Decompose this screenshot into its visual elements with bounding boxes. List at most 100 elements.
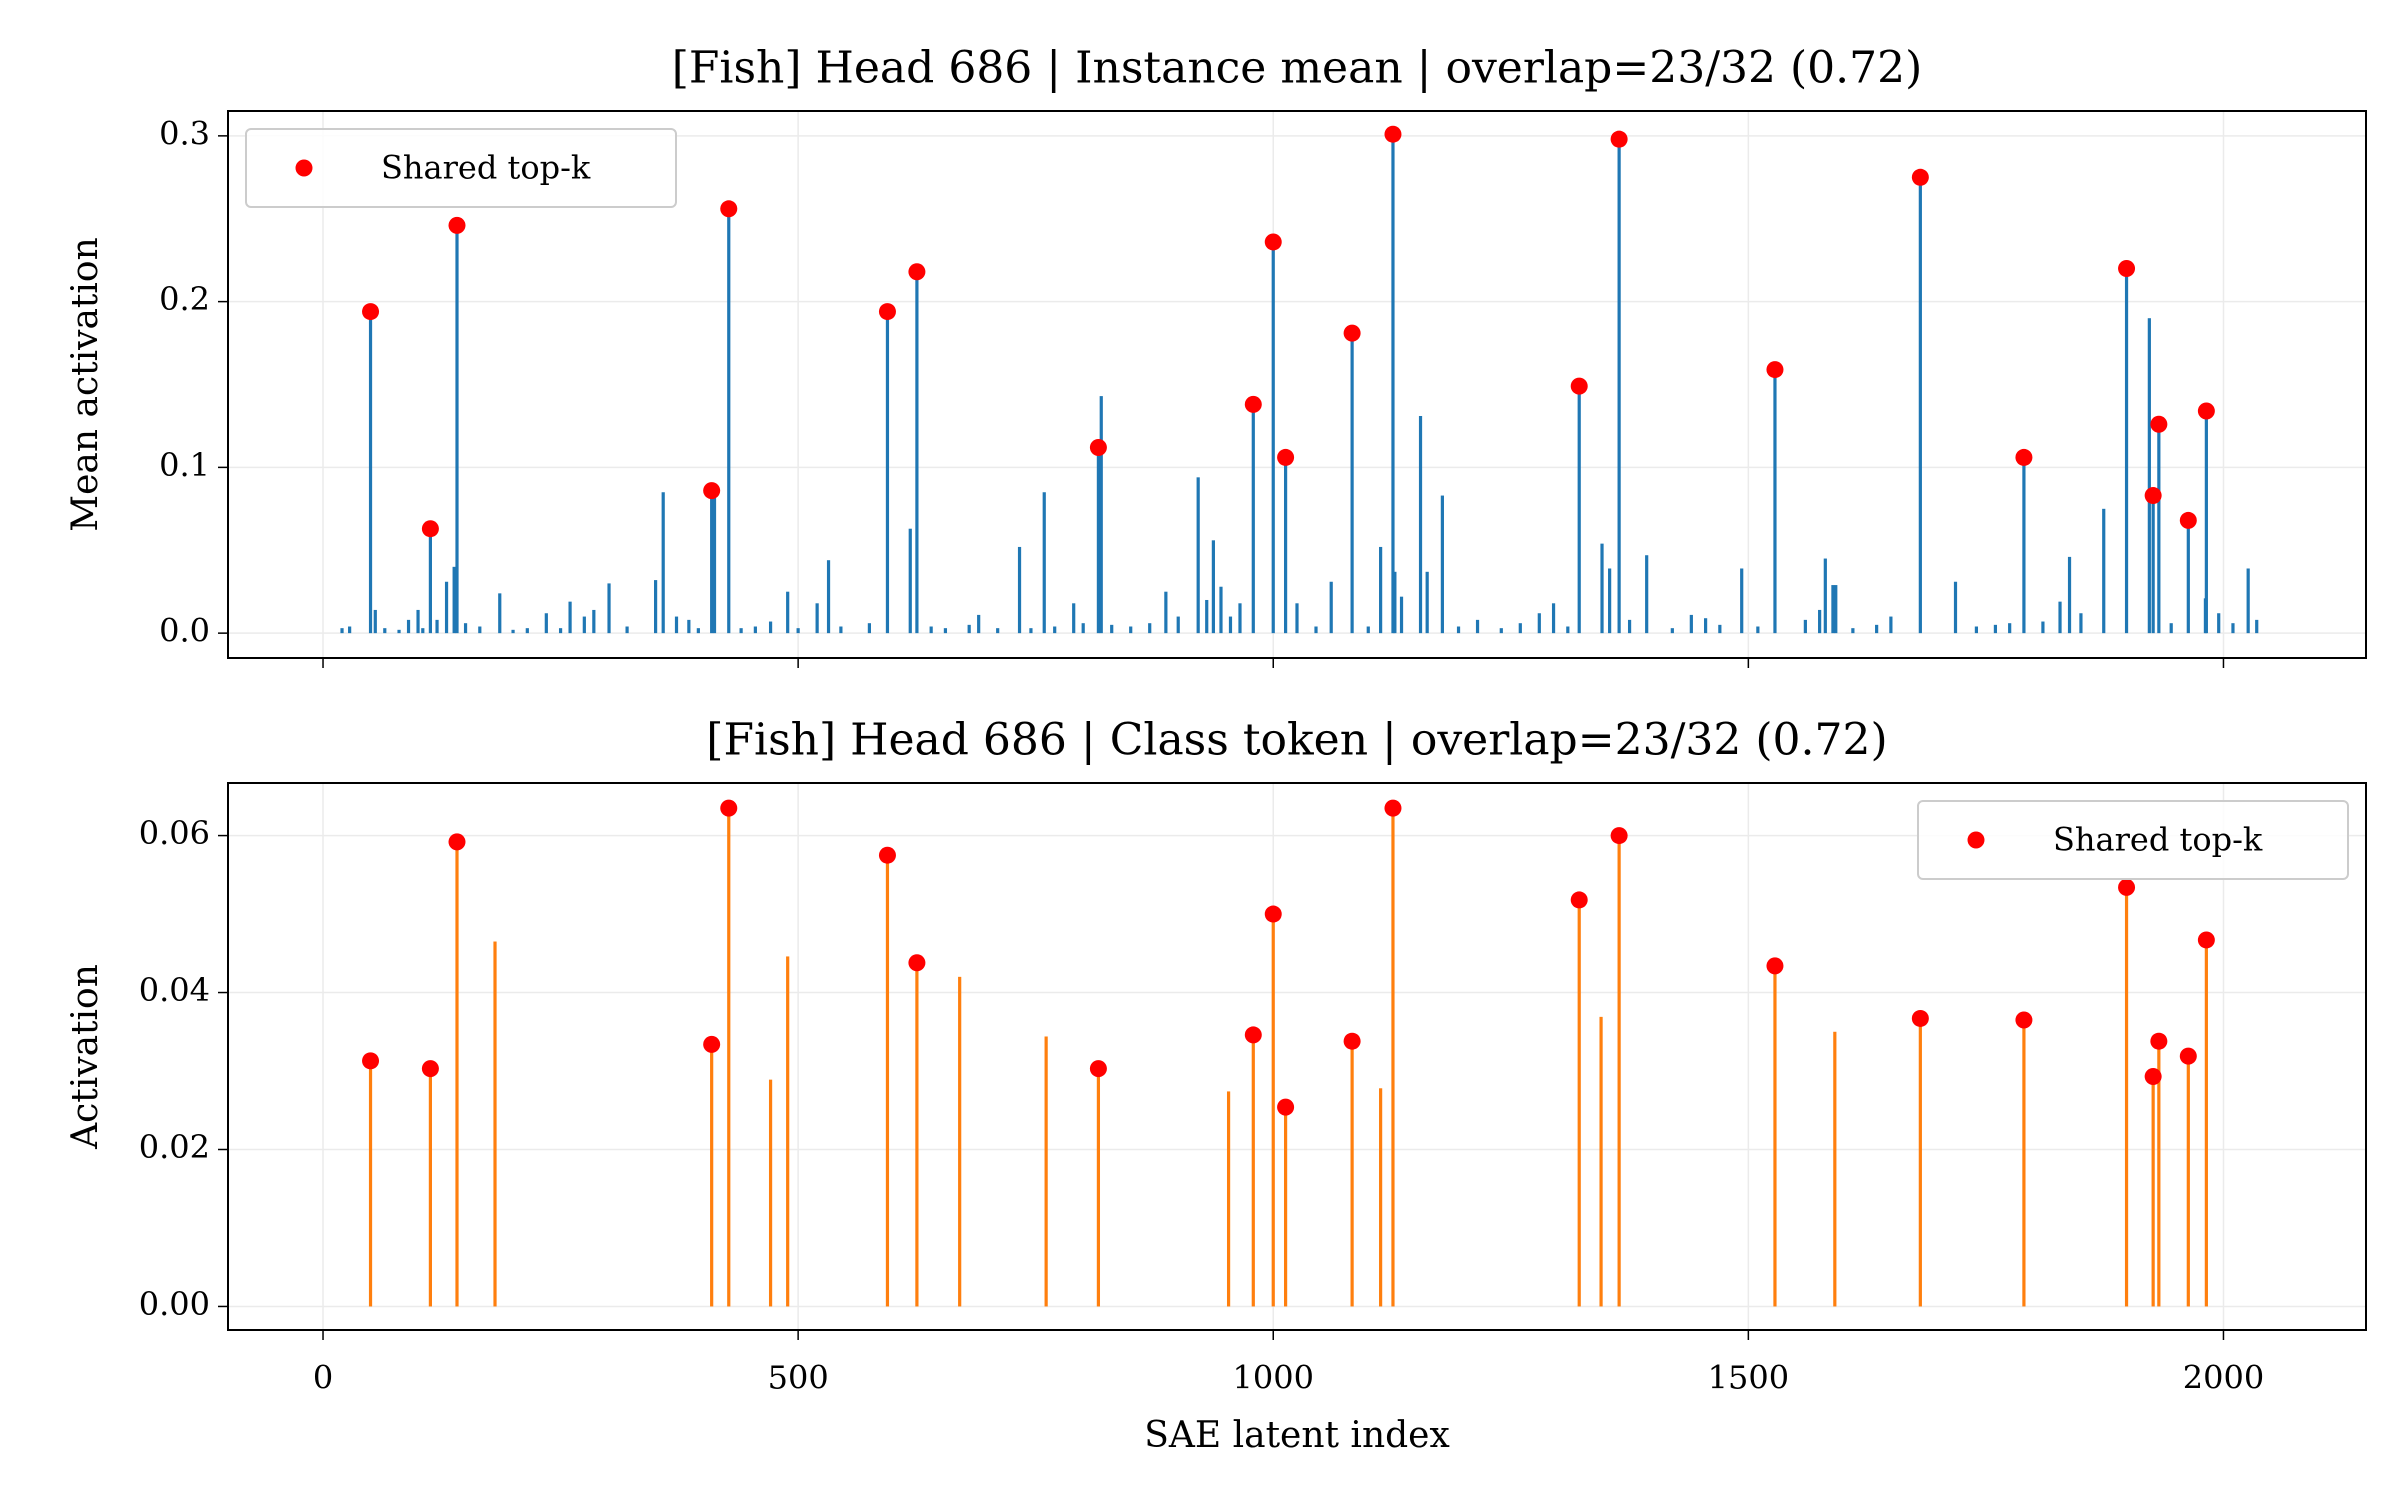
bar bbox=[2058, 601, 2062, 634]
bar bbox=[383, 628, 387, 634]
shared-point bbox=[2144, 487, 2162, 505]
bar bbox=[1219, 586, 1223, 634]
bar bbox=[1129, 626, 1133, 634]
shared-point bbox=[1766, 361, 1784, 379]
bar bbox=[1756, 626, 1760, 634]
bar bbox=[768, 1079, 773, 1307]
bar bbox=[397, 629, 401, 634]
bar bbox=[2246, 568, 2250, 634]
y-tick-label: 0.2 bbox=[159, 280, 210, 318]
shared-point bbox=[448, 216, 466, 234]
bar bbox=[498, 593, 502, 634]
bar bbox=[592, 609, 596, 634]
bar bbox=[1833, 1031, 1837, 1307]
shared-point bbox=[878, 303, 896, 321]
bar bbox=[915, 271, 919, 634]
bar bbox=[2204, 411, 2208, 634]
bar bbox=[1974, 626, 1979, 634]
bar bbox=[1283, 457, 1288, 634]
bar bbox=[1096, 1068, 1101, 1307]
bar bbox=[368, 1060, 373, 1307]
bar bbox=[2231, 623, 2235, 634]
shared-point bbox=[2197, 402, 2215, 420]
bar bbox=[1251, 1034, 1255, 1307]
bar bbox=[1391, 808, 1395, 1307]
bar bbox=[1081, 623, 1085, 634]
bar bbox=[2124, 887, 2129, 1307]
bar bbox=[1875, 624, 1879, 634]
bar bbox=[1953, 581, 1958, 634]
bar bbox=[1425, 571, 1429, 634]
bar bbox=[1176, 616, 1180, 634]
bar bbox=[607, 583, 611, 634]
y-tick-label: 0.1 bbox=[159, 446, 210, 484]
bar bbox=[428, 528, 432, 634]
shared-point bbox=[1264, 905, 1282, 923]
bar bbox=[929, 626, 933, 634]
bar bbox=[1600, 543, 1604, 634]
bar bbox=[1617, 139, 1621, 634]
shared-point bbox=[720, 200, 738, 218]
bar bbox=[727, 208, 731, 634]
bar bbox=[1627, 619, 1632, 634]
bar bbox=[2124, 268, 2129, 634]
shared-point bbox=[2150, 415, 2168, 433]
bar bbox=[1599, 1016, 1603, 1307]
bar bbox=[2067, 556, 2072, 634]
shared-point bbox=[1244, 395, 1262, 413]
bar bbox=[1379, 1088, 1383, 1307]
bar bbox=[1703, 618, 1708, 634]
bar bbox=[1350, 1041, 1354, 1307]
bar bbox=[696, 628, 700, 634]
bar bbox=[1044, 1036, 1048, 1307]
shared-point bbox=[720, 799, 738, 817]
chart-title: [Fish] Head 686 | Class token | overlap=… bbox=[706, 715, 1887, 766]
bar bbox=[1271, 914, 1275, 1307]
bar bbox=[2186, 520, 2190, 634]
shared-point bbox=[421, 1060, 439, 1078]
bar bbox=[908, 528, 912, 634]
shared-point bbox=[1570, 377, 1588, 395]
bar bbox=[428, 1068, 432, 1307]
bar bbox=[1551, 603, 1556, 634]
shared-point bbox=[1911, 168, 1929, 186]
shared-point bbox=[362, 1052, 380, 1070]
shared-point bbox=[1089, 438, 1107, 456]
bar bbox=[2041, 621, 2045, 634]
bar bbox=[1418, 415, 1423, 634]
bar bbox=[2022, 1020, 2026, 1307]
bar bbox=[1314, 626, 1318, 634]
bar bbox=[525, 628, 529, 634]
bar bbox=[2204, 939, 2208, 1307]
bar bbox=[1072, 603, 1076, 634]
bar bbox=[1350, 333, 1354, 634]
shared-point bbox=[362, 303, 380, 321]
bar bbox=[1148, 623, 1152, 634]
bar bbox=[444, 581, 449, 634]
bar bbox=[2217, 613, 2221, 634]
bar bbox=[654, 580, 658, 634]
bar bbox=[416, 609, 420, 634]
bar bbox=[1823, 558, 1827, 634]
y-tick-label: 0.00 bbox=[139, 1285, 210, 1323]
bar bbox=[435, 619, 439, 634]
bar bbox=[786, 591, 790, 634]
bar bbox=[1577, 899, 1581, 1307]
bar bbox=[1803, 619, 1807, 634]
shared-point bbox=[1277, 448, 1295, 466]
y-tick-label: 0.02 bbox=[139, 1128, 210, 1166]
bar bbox=[463, 623, 468, 634]
bar bbox=[1773, 369, 1777, 634]
bar bbox=[1918, 1018, 1922, 1307]
bar bbox=[727, 808, 731, 1307]
bar bbox=[1670, 628, 1674, 634]
legend-marker bbox=[1967, 831, 1985, 849]
bar bbox=[1099, 396, 1103, 634]
bar bbox=[710, 1044, 714, 1307]
bar bbox=[1096, 447, 1101, 634]
bar bbox=[1475, 619, 1480, 634]
bar bbox=[1211, 540, 1215, 634]
bar bbox=[1689, 614, 1693, 634]
bar bbox=[1645, 555, 1649, 634]
